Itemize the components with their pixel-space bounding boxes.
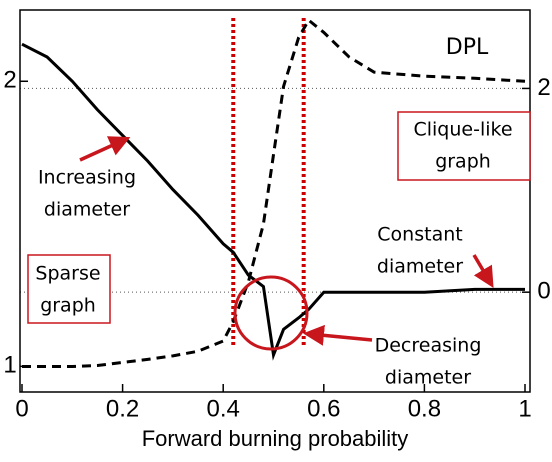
annotation-box <box>27 254 111 324</box>
x-tick-label: 1 <box>518 395 531 422</box>
annotation: Constant <box>377 224 462 246</box>
arrow <box>79 136 131 162</box>
x-tick-label: 0.8 <box>408 395 441 422</box>
arrow <box>472 254 494 289</box>
y-tick-label: 2 <box>3 67 16 94</box>
x-tick-label: 0.2 <box>106 395 139 422</box>
annotation: diameter <box>385 367 471 389</box>
annotation: Decreasing <box>375 335 482 357</box>
x-axis-label: Forward burning probability <box>142 426 409 451</box>
annotation: Increasing <box>38 167 136 189</box>
highlight-circle <box>233 275 309 351</box>
y2-tick-label: 0 <box>537 278 550 305</box>
annotation: graph <box>435 151 491 173</box>
annotation: diameter <box>44 199 130 221</box>
annotation: graph <box>40 295 96 317</box>
annotation: Sparse <box>35 263 100 285</box>
annotation: Clique-like <box>413 119 512 141</box>
x-tick-label: 0 <box>15 395 28 422</box>
arrow <box>303 324 373 346</box>
y-tick-label: 1 <box>3 352 16 379</box>
annotation: diameter <box>377 256 463 278</box>
plot-frame <box>19 9 531 393</box>
x-tick-label: 0.6 <box>307 395 340 422</box>
data-line <box>22 17 526 369</box>
annotation-box <box>397 111 531 181</box>
y2-tick-label: 2 <box>537 74 550 101</box>
annotation: DPL <box>446 35 489 60</box>
x-tick-label: 0.4 <box>207 395 240 422</box>
